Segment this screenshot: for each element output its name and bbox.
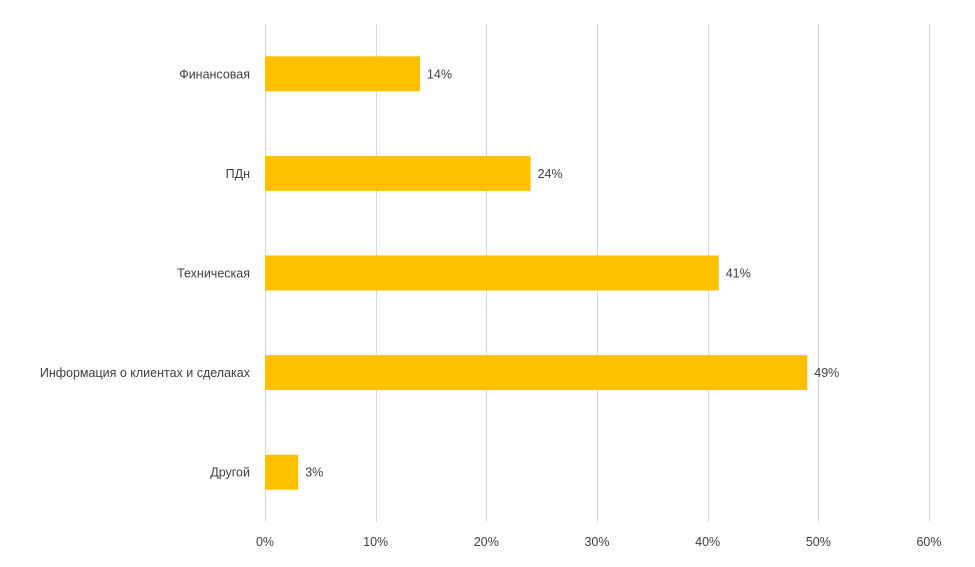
category-label: Другой xyxy=(210,466,250,480)
x-tick-label: 40% xyxy=(695,535,720,549)
category-label: Финансовая xyxy=(179,67,250,81)
category-label: ПДн xyxy=(226,167,250,181)
bar xyxy=(265,355,808,391)
bar xyxy=(265,454,299,490)
bar xyxy=(265,56,420,92)
x-tick-label: 50% xyxy=(806,535,831,549)
x-tick-label: 10% xyxy=(363,535,388,549)
labels: 0% 10% 20% 30% 40% 50% 60% Финансовая 14% ПДн 24% Т… xyxy=(40,67,942,549)
data-label: 14% xyxy=(427,67,452,81)
data-label: 41% xyxy=(726,267,751,281)
data-label: 3% xyxy=(305,466,323,480)
data-label: 49% xyxy=(814,366,839,380)
x-tick-label: 60% xyxy=(916,535,941,549)
data-label: 24% xyxy=(538,167,563,181)
bar xyxy=(265,255,719,291)
bar xyxy=(265,155,531,191)
category-label: Информация о клиентах и сделаках xyxy=(40,366,251,380)
x-tick-label: 30% xyxy=(584,535,609,549)
x-tick-label: 20% xyxy=(474,535,499,549)
x-tick-label: 0% xyxy=(256,535,274,549)
bars xyxy=(265,56,808,490)
category-label: Техническая xyxy=(177,267,250,281)
